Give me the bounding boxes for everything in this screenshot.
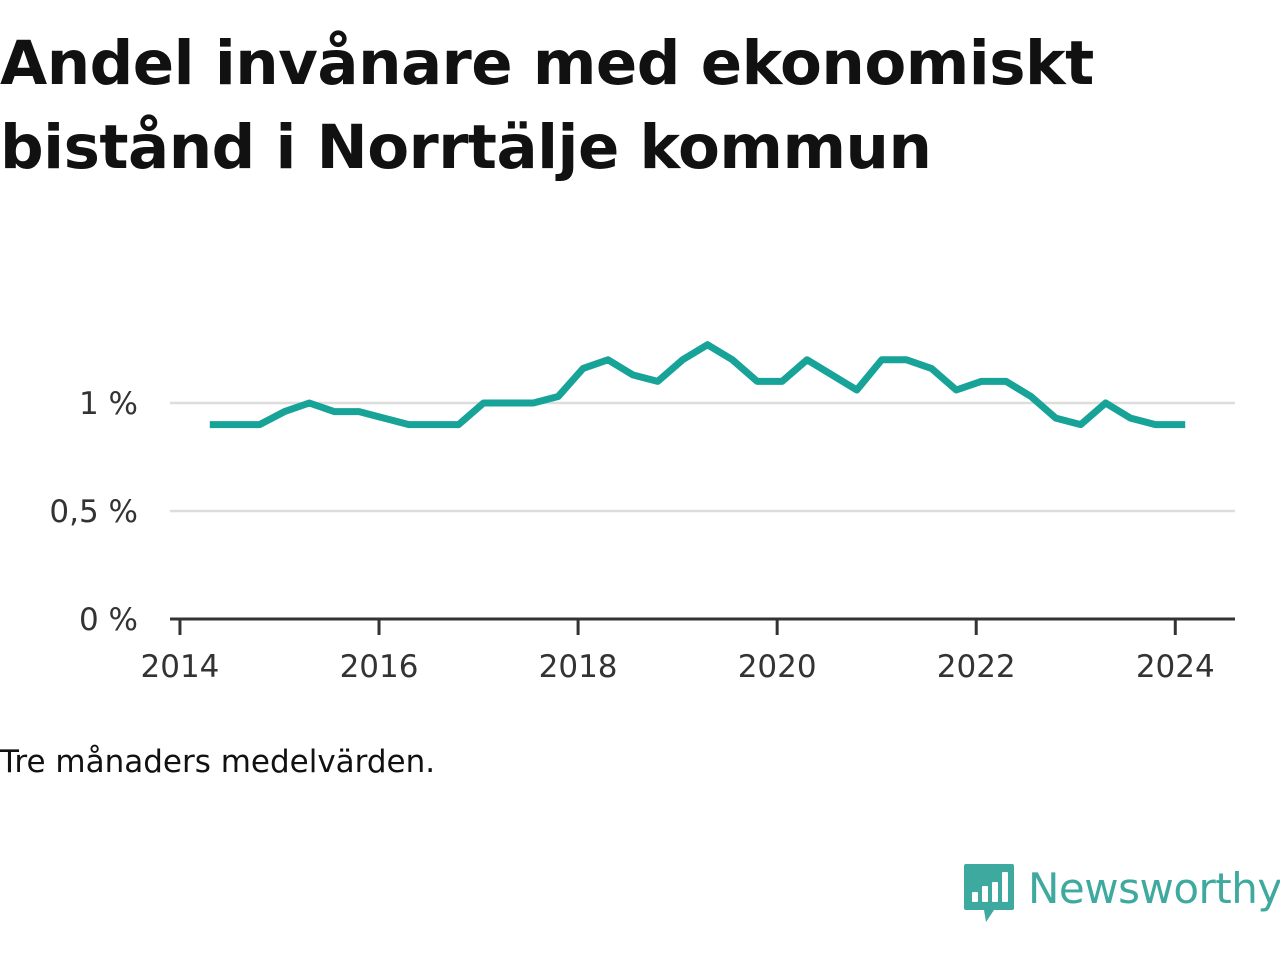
chart-title: Andel invånare med ekonomiskt bistånd i … [0, 28, 1094, 183]
data-point [231, 421, 238, 428]
data-point [903, 356, 910, 363]
data-point [555, 393, 562, 400]
data-point [953, 387, 960, 394]
x-tick-label: 2022 [937, 649, 1016, 685]
data-point [480, 400, 487, 407]
series-layer [206, 341, 1189, 429]
bar-chart-speech-bubble-icon [964, 864, 1014, 922]
y-tick-label: 1 % [79, 386, 138, 422]
data-point [455, 421, 462, 428]
data-point [679, 356, 686, 363]
data-point [380, 415, 387, 422]
grid-lines [170, 401, 1235, 513]
data-point [853, 387, 860, 394]
data-point [405, 421, 412, 428]
data-point [629, 371, 636, 378]
x-axis: 2014 2016 2018 2020 2022 2024 [141, 617, 1235, 685]
x-tick-label: 2020 [738, 649, 817, 685]
data-point [754, 378, 761, 385]
y-tick-label: 0,5 % [49, 494, 138, 530]
x-tick-label: 2024 [1136, 649, 1215, 685]
data-point [1052, 415, 1059, 422]
data-point [281, 408, 288, 415]
data-point [1102, 400, 1109, 407]
data-point [580, 365, 587, 372]
data-point [356, 408, 363, 415]
x-tick-label: 2016 [340, 649, 419, 685]
data-point [505, 400, 512, 407]
data-point [1027, 393, 1034, 400]
data-point [331, 408, 338, 415]
data-point [1077, 421, 1084, 428]
series-line [209, 341, 1186, 429]
data-point [306, 400, 313, 407]
data-point [1127, 415, 1134, 422]
data-point [1003, 378, 1010, 385]
x-tick-label: 2014 [141, 649, 220, 685]
data-point [654, 378, 661, 385]
data-point [256, 421, 263, 428]
data-point [1152, 421, 1159, 428]
newsworthy-brand: Newsworthy [962, 862, 1280, 926]
brand-name: Newsworthy [1028, 864, 1280, 913]
data-point [878, 356, 885, 363]
y-tick-label: 0 % [79, 602, 138, 638]
data-point [430, 421, 437, 428]
data-point [978, 378, 985, 385]
data-point [729, 356, 736, 363]
data-point [779, 378, 786, 385]
chart-note: Tre månaders medelvärden. [0, 744, 436, 780]
data-point [928, 365, 935, 372]
data-point [1182, 421, 1189, 428]
x-tick-label: 2018 [539, 649, 618, 685]
data-point [530, 400, 537, 407]
data-point [704, 341, 711, 348]
y-axis-ticks: 0 % 0,5 % 1 % [49, 386, 138, 638]
data-point [804, 356, 811, 363]
data-point [206, 421, 213, 428]
data-point [604, 356, 611, 363]
data-point [828, 371, 835, 378]
